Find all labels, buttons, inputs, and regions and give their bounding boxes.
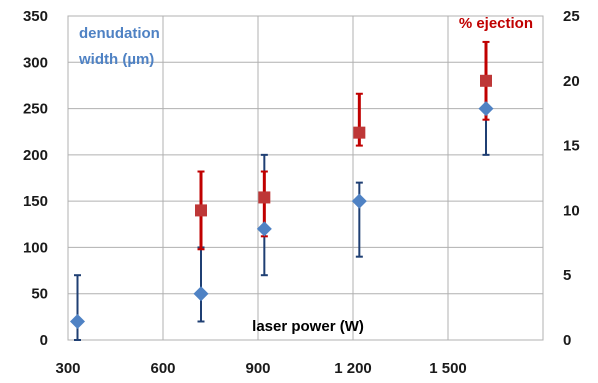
- square-marker: [480, 74, 492, 87]
- square-marker: [195, 204, 207, 217]
- y-right-tick-labels: 0 5 10 15 20 25: [563, 8, 580, 349]
- diamond-marker: [478, 101, 494, 117]
- diamond-marker: [70, 313, 85, 329]
- diamond-marker: [256, 221, 272, 237]
- y-left-tick-labels: 0 50 100 150 200 250 300 350: [23, 8, 48, 349]
- y-left-tick-label: 300: [23, 54, 48, 71]
- y-left-tick-label: 50: [31, 286, 48, 303]
- error-bars: [74, 40, 490, 341]
- y-right-tick-label: 25: [563, 8, 580, 25]
- y-left-tick-label: 250: [23, 101, 48, 118]
- y-left-tick-label: 350: [23, 8, 48, 25]
- grid-lines: [67, 15, 543, 341]
- x-tick-label: 300: [55, 360, 80, 377]
- x-tick-label: 600: [150, 360, 175, 377]
- y-left-tick-label: 0: [40, 332, 48, 349]
- y-right-tick-label: 5: [563, 267, 571, 284]
- y-right-tick-label: 20: [563, 73, 580, 90]
- series-label-ejection: % ejection: [459, 15, 533, 32]
- y-left-tick-label: 100: [23, 239, 48, 256]
- square-marker: [258, 191, 271, 204]
- diamond-marker: [351, 193, 367, 209]
- x-tick-label: 900: [245, 360, 270, 377]
- y-left-tick-label: 150: [23, 193, 48, 210]
- data-markers: [70, 74, 494, 329]
- y-right-tick-label: 15: [563, 138, 580, 155]
- x-axis-title: laser power (W): [252, 318, 364, 335]
- y-left-tick-label: 200: [23, 147, 48, 164]
- series-label-denudation: width (µm): [78, 51, 154, 68]
- y-right-tick-label: 10: [563, 202, 580, 219]
- series-labels: denudation width (µm) % ejection: [78, 15, 533, 68]
- plot-area-border: [67, 15, 544, 341]
- x-tick-label: 1 200: [334, 360, 372, 377]
- series-label-denudation: denudation: [79, 25, 160, 42]
- square-marker: [353, 126, 366, 139]
- y-right-tick-label: 0: [563, 332, 571, 349]
- x-tick-label: 1 500: [429, 360, 467, 377]
- x-tick-labels: 300 600 900 1 200 1 500: [55, 360, 466, 377]
- diamond-marker: [193, 286, 209, 302]
